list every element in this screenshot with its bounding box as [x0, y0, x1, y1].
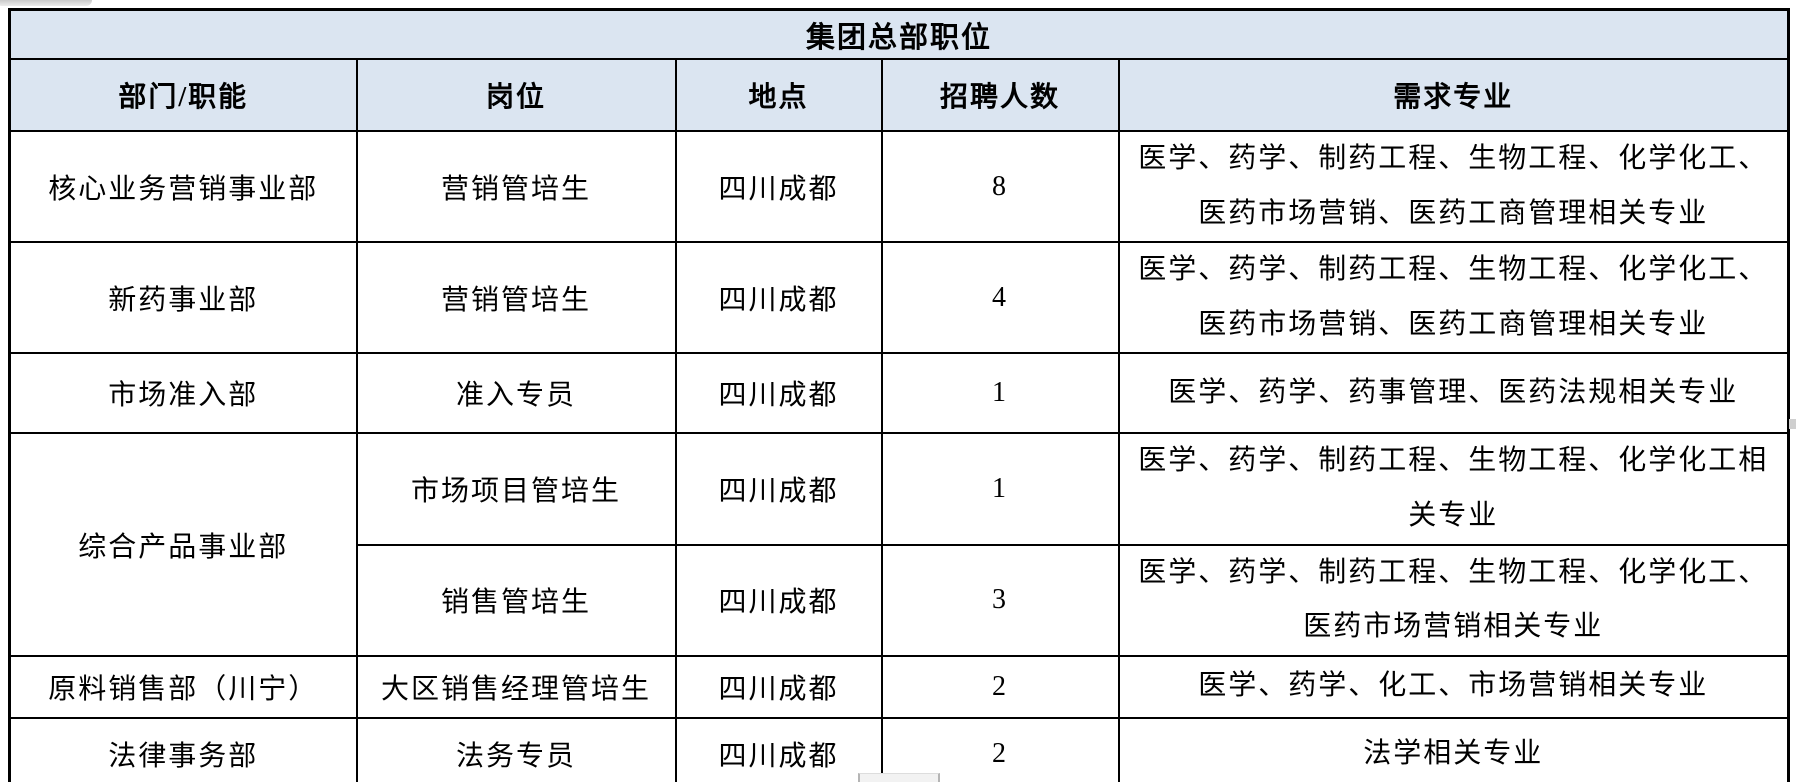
headcount-cell: 8: [880, 129, 1120, 244]
recruitment-table: 集团总部职位 部门/职能 岗位 地点 招聘人数 需求专业 核心业务营销事业部 营…: [8, 8, 1791, 782]
headcount-cell: 1: [880, 432, 1120, 546]
position-cell: 营销管培生: [355, 129, 677, 244]
location-cell: 四川成都: [674, 241, 883, 355]
position-cell: 市场项目管培生: [355, 432, 677, 546]
majors-cell: 医学、药学、制药工程、生物工程、化学化工、 医药市场营销、医药工商管理相关专业: [1117, 129, 1790, 244]
table-row: 新药事业部 营销管培生 四川成都 4 医学、药学、制药工程、生物工程、化学化工、…: [8, 241, 1790, 355]
scrollbar-fragment[interactable]: [858, 773, 940, 782]
majors-cell: 医学、药学、药事管理、医药法规相关专业: [1117, 352, 1790, 435]
position-cell: 销售管培生: [355, 543, 677, 657]
location-cell: 四川成都: [674, 432, 883, 546]
department-cell-merged: 综合产品事业部: [8, 432, 358, 657]
table-row: 市场准入部 准入专员 四川成都 1 医学、药学、药事管理、医药法规相关专业: [8, 352, 1790, 435]
location-cell: 四川成都: [674, 129, 883, 244]
column-header-majors: 需求专业: [1117, 58, 1790, 132]
right-edge-mark: [1789, 419, 1796, 429]
location-cell: 四川成都: [674, 352, 883, 435]
department-cell: 原料销售部（川宁）: [8, 654, 358, 719]
table-title-row: 集团总部职位: [8, 8, 1790, 60]
position-cell: 大区销售经理管培生: [355, 654, 677, 719]
majors-cell: 医学、药学、制药工程、生物工程、化学化工、 医药市场营销相关专业: [1117, 543, 1790, 657]
position-cell: 营销管培生: [355, 241, 677, 355]
column-header-department: 部门/职能: [8, 58, 358, 132]
headcount-cell: 4: [880, 241, 1120, 355]
column-header-headcount: 招聘人数: [880, 58, 1120, 132]
headcount-cell: 2: [880, 716, 1120, 782]
headcount-cell: 3: [880, 543, 1120, 657]
location-cell: 四川成都: [674, 654, 883, 719]
table-row: 法律事务部 法务专员 四川成都 2 法学相关专业: [8, 716, 1790, 782]
majors-cell: 法学相关专业: [1117, 716, 1790, 782]
location-cell: 四川成都: [674, 716, 883, 782]
location-cell: 四川成都: [674, 543, 883, 657]
department-cell: 市场准入部: [8, 352, 358, 435]
department-cell: 新药事业部: [8, 241, 358, 355]
table-row: 核心业务营销事业部 营销管培生 四川成都 8 医学、药学、制药工程、生物工程、化…: [8, 129, 1790, 244]
department-cell: 核心业务营销事业部: [8, 129, 358, 244]
table-row: 销售管培生 四川成都 3 医学、药学、制药工程、生物工程、化学化工、 医药市场营…: [10, 543, 1790, 657]
majors-cell: 医学、药学、化工、市场营销相关专业: [1117, 654, 1790, 719]
table-header-row: 部门/职能 岗位 地点 招聘人数 需求专业: [8, 58, 1790, 132]
table-row: 综合产品事业部 市场项目管培生 四川成都 1 医学、药学、制药工程、生物工程、化…: [8, 432, 1790, 657]
majors-cell: 医学、药学、制药工程、生物工程、化学化工、 医药市场营销、医药工商管理相关专业: [1117, 241, 1790, 355]
table-row: 原料销售部（川宁） 大区销售经理管培生 四川成都 2 医学、药学、化工、市场营销…: [8, 654, 1790, 719]
position-cell: 法务专员: [355, 716, 677, 782]
column-header-location: 地点: [674, 58, 883, 132]
headcount-cell: 2: [880, 654, 1120, 719]
page-corner-sliver: [0, 0, 92, 6]
majors-cell: 医学、药学、制药工程、生物工程、化学化工相 关专业: [1117, 432, 1790, 546]
table-title: 集团总部职位: [8, 8, 1790, 60]
column-header-position: 岗位: [355, 58, 677, 132]
headcount-cell: 1: [880, 352, 1120, 435]
position-cell: 准入专员: [355, 352, 677, 435]
department-cell: 法律事务部: [8, 716, 358, 782]
